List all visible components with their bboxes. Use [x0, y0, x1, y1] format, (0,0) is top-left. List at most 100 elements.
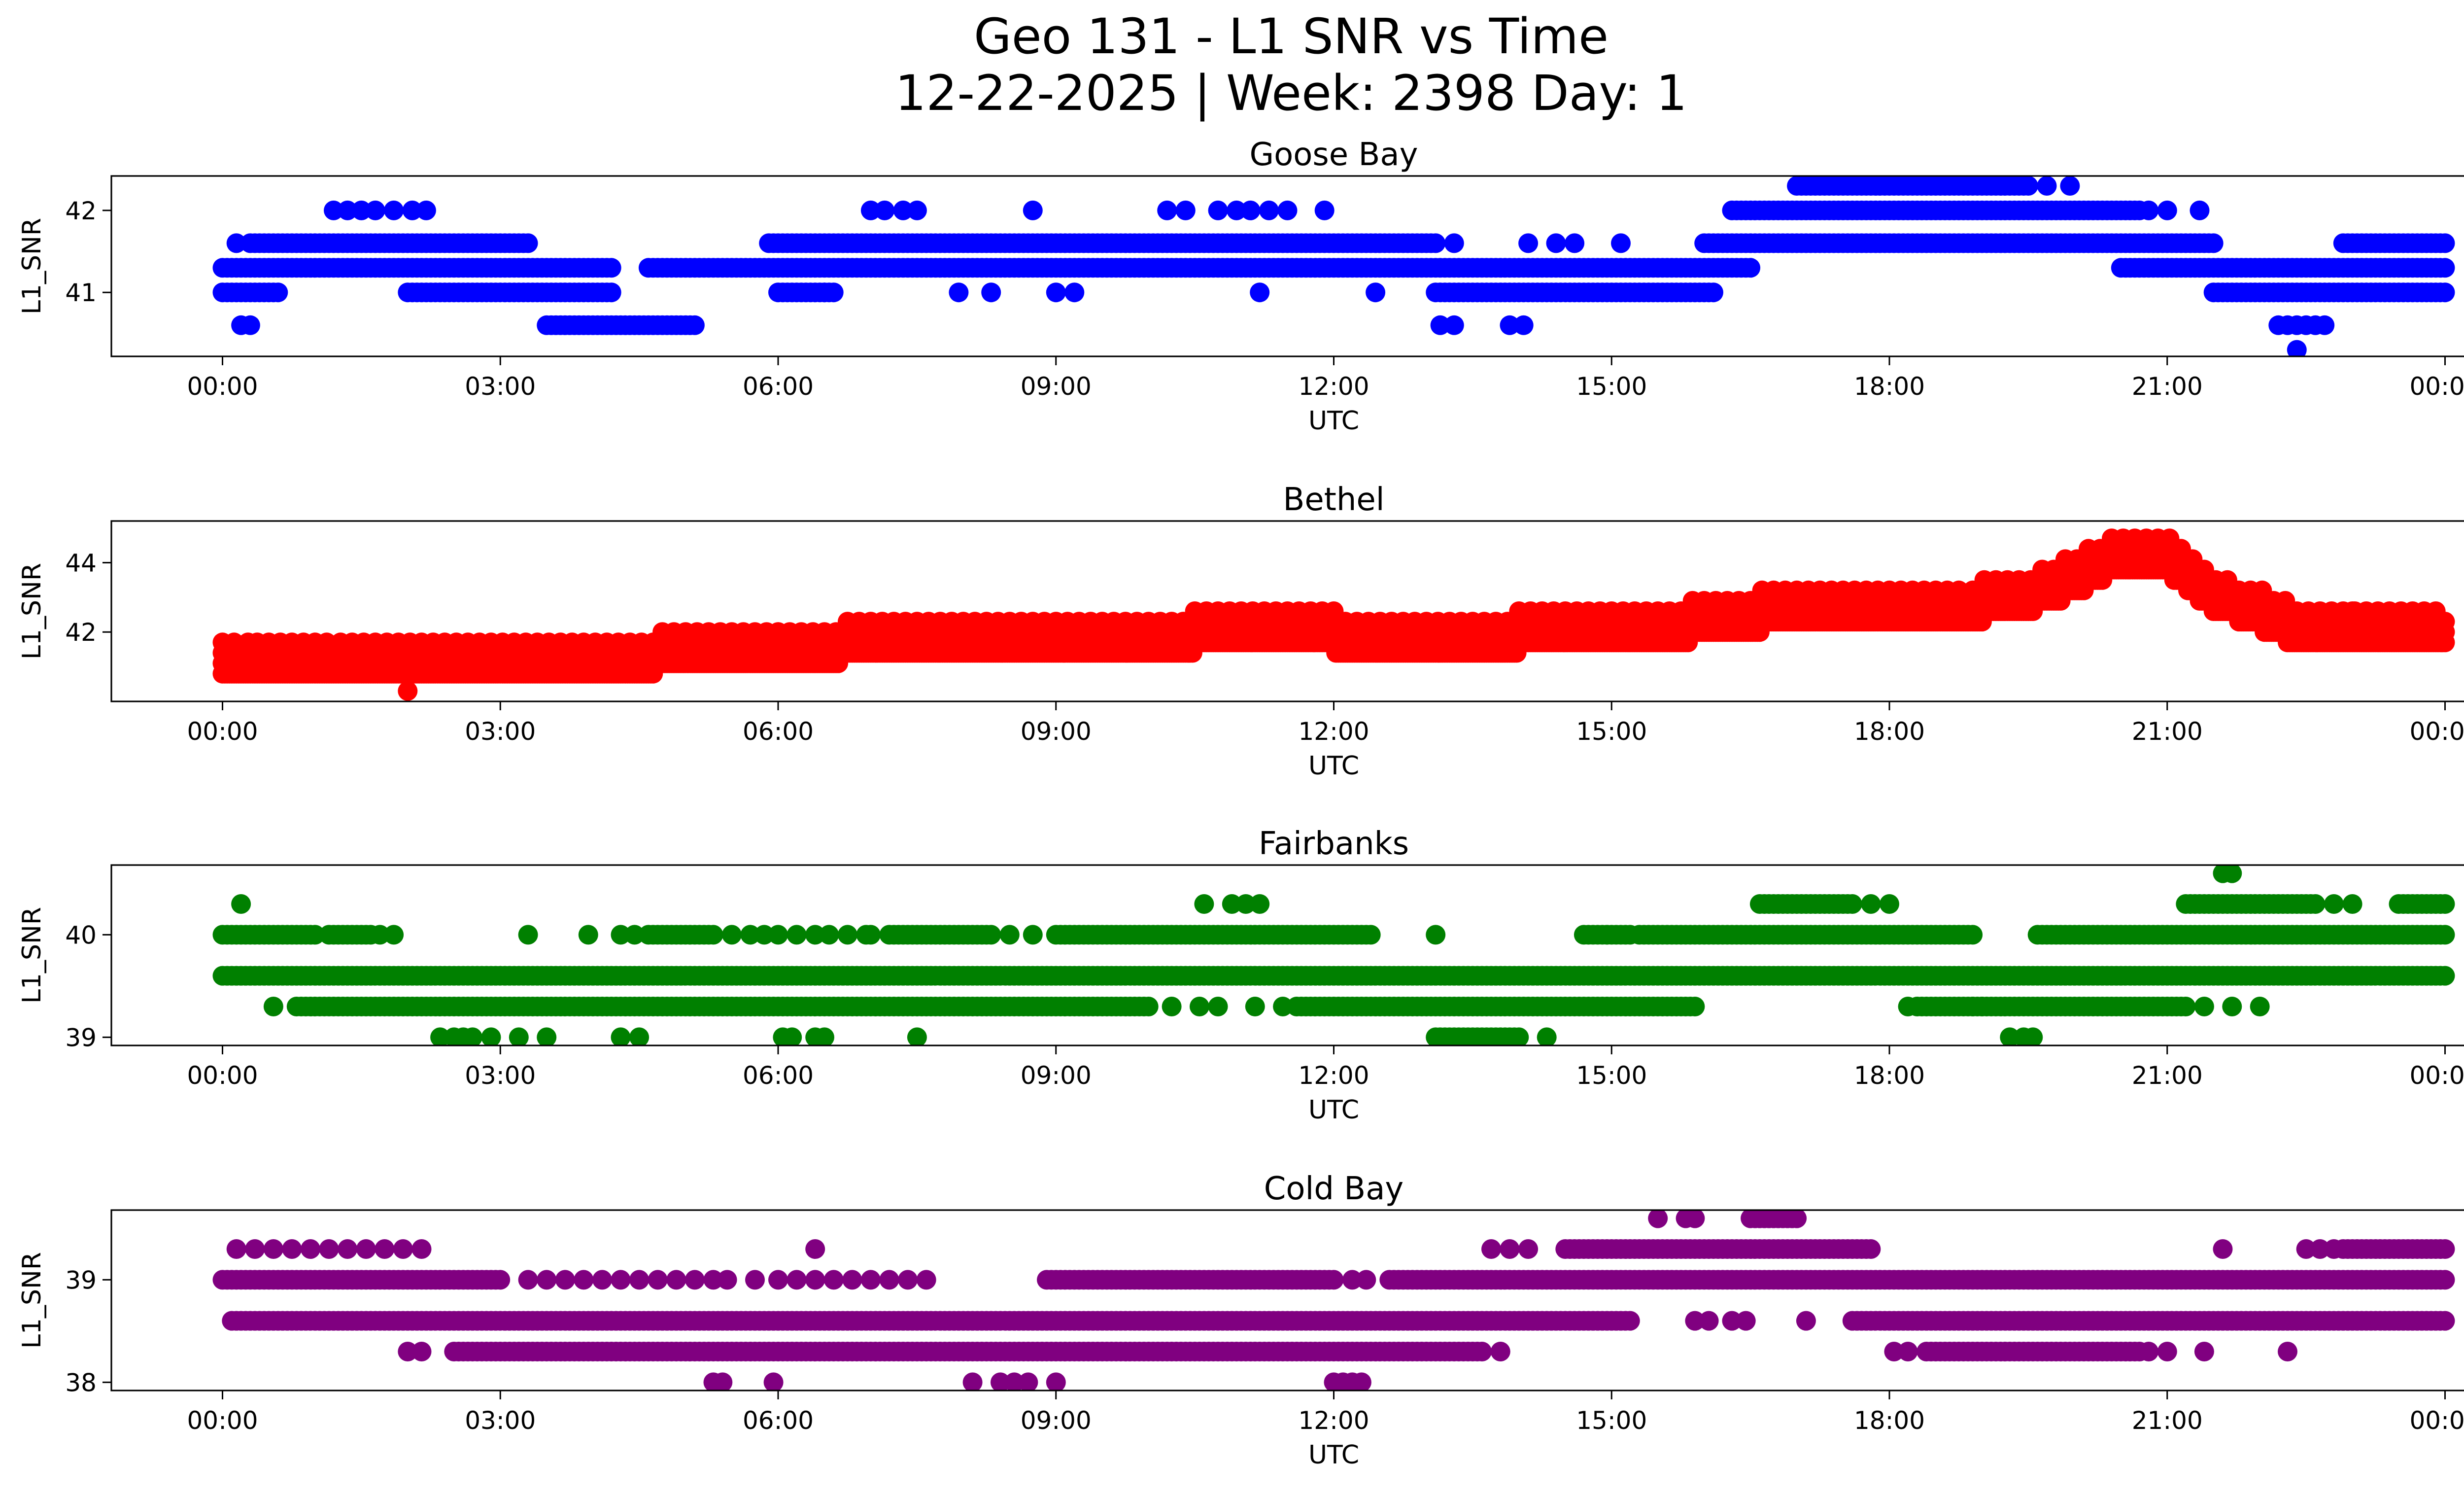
- data-point: [1227, 200, 1247, 220]
- x-tick-label: 21:00: [2132, 717, 2203, 746]
- data-point: [1444, 233, 1464, 253]
- data-point: [815, 282, 834, 303]
- data-point: [398, 681, 418, 701]
- x-tick-label: 12:00: [1298, 717, 1369, 746]
- data-point: [860, 200, 881, 220]
- data-point: [2060, 176, 2080, 196]
- data-point: [1240, 200, 1261, 220]
- data-point: [2287, 340, 2307, 356]
- x-tick-label: 15:00: [1576, 717, 1647, 746]
- y-axis-label: L1_SNR: [17, 218, 47, 314]
- data-point: [416, 200, 436, 220]
- data-point: [1565, 233, 1585, 253]
- data-point: [2139, 200, 2159, 220]
- data-point: [2018, 176, 2038, 196]
- data-points: [212, 865, 2455, 1045]
- data-point: [1157, 200, 1177, 220]
- data-point: [981, 925, 1001, 945]
- data-point: [703, 925, 723, 945]
- data-point: [1366, 282, 1386, 303]
- x-axis-label: UTC: [1308, 751, 1359, 781]
- data-point: [1741, 258, 1761, 278]
- data-point: [2315, 315, 2335, 335]
- subplot-title: Goose Bay: [1250, 137, 1418, 173]
- data-point: [2435, 282, 2455, 303]
- subplot-title: Bethel: [1283, 482, 1384, 518]
- data-point: [226, 233, 246, 253]
- data-point: [2435, 233, 2455, 253]
- data-point: [2203, 233, 2224, 253]
- data-point: [601, 282, 621, 303]
- data-point: [384, 200, 404, 220]
- data-point: [981, 282, 1001, 303]
- data-point: [1546, 233, 1566, 253]
- data-point: [324, 200, 343, 220]
- data-points: [212, 528, 2455, 701]
- chart-subtitle: 12-22-2025 | Week: 2398 Day: 1: [895, 65, 1687, 122]
- x-tick-label: 00:00: [187, 717, 258, 746]
- data-point: [893, 200, 913, 220]
- data-point: [240, 315, 260, 335]
- data-point: [402, 200, 422, 220]
- data-point: [1250, 282, 1270, 303]
- subplot-title: Fairbanks: [1259, 826, 1409, 862]
- data-point: [907, 200, 927, 220]
- x-tick-label: 15:00: [1576, 372, 1647, 401]
- data-point: [601, 258, 621, 278]
- x-axis-label: UTC: [1308, 406, 1359, 436]
- x-tick-label: 18:00: [1854, 717, 1925, 746]
- y-tick-label: 44: [65, 549, 97, 577]
- x-tick-label: 09:00: [1021, 717, 1092, 746]
- data-point: [2190, 200, 2210, 220]
- data-point: [768, 622, 788, 642]
- y-tick-label: 42: [65, 618, 97, 647]
- y-axis-label: L1_SNR: [17, 563, 47, 660]
- x-tick-label: 00:00: [2409, 372, 2464, 401]
- data-point: [1046, 282, 1066, 303]
- data-point: [338, 200, 358, 220]
- chart-title: Geo 131 - L1 SNR vs Time: [974, 8, 1608, 65]
- data-point: [875, 200, 895, 220]
- x-tick-label: 12:00: [1298, 372, 1369, 401]
- data-point: [1023, 200, 1043, 220]
- subplot-2: Bethel 00:00 03:00 06:00 09:00 12:00 15:00 18:0…: [17, 482, 2464, 781]
- data-point: [1518, 233, 1539, 253]
- y-tick-label: 41: [65, 278, 97, 307]
- data-point: [1064, 282, 1085, 303]
- data-point: [268, 282, 288, 303]
- data-point: [1426, 233, 1446, 253]
- subplot-panels: Goose Bay 00:00 03:00 06:00 09:00 12:00 15:00 1…: [17, 137, 2464, 1470]
- data-points: [212, 176, 2455, 356]
- x-tick-label: 06:00: [743, 717, 814, 746]
- x-tick-label: 18:00: [1854, 372, 1925, 401]
- x-tick-label: 21:00: [2132, 372, 2203, 401]
- data-point: [1444, 315, 1464, 335]
- data-point: [1314, 200, 1335, 220]
- y-tick-label: 42: [65, 197, 97, 225]
- data-point: [684, 315, 705, 335]
- data-point: [2435, 612, 2455, 632]
- data-point: [889, 622, 909, 642]
- x-tick-label: 09:00: [1021, 372, 1092, 401]
- data-point: [365, 200, 385, 220]
- data-point: [2037, 176, 2057, 196]
- x-tick-label: 00:00: [2409, 717, 2464, 746]
- data-point: [2157, 200, 2177, 220]
- data-point: [2435, 632, 2455, 653]
- data-point: [949, 282, 969, 303]
- data-point: [1611, 233, 1631, 253]
- data-point: [249, 636, 270, 656]
- data-point: [231, 636, 251, 656]
- data-point: [1430, 315, 1450, 335]
- x-tick-label: 03:00: [465, 717, 536, 746]
- data-point: [1259, 200, 1279, 220]
- data-point: [518, 233, 538, 253]
- data-point: [2342, 601, 2362, 621]
- data-point: [1129, 622, 1149, 642]
- data-point: [1513, 315, 1534, 335]
- data-point: [1208, 200, 1228, 220]
- data-point: [1361, 925, 1381, 945]
- x-tick-label: 06:00: [743, 372, 814, 401]
